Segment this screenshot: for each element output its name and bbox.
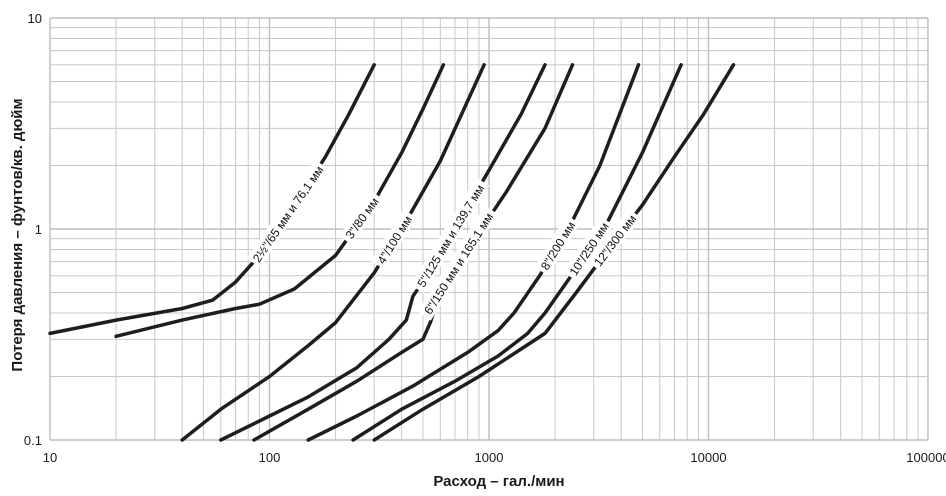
x-tick-label: 10000 [690, 450, 726, 465]
series-curve [372, 63, 736, 442]
x-tick-label: 100000 [906, 450, 946, 465]
series-label-background [370, 209, 417, 270]
series-curve [180, 63, 486, 442]
series-curve [351, 63, 683, 442]
y-tick-label: 0.1 [24, 433, 42, 448]
series-label-group: 2½"/65 мм и 76,1 мм [246, 159, 329, 268]
series-label-background [410, 177, 490, 294]
series-label-background [246, 159, 329, 268]
series-label-background [534, 215, 581, 276]
x-tick-label: 10 [43, 450, 57, 465]
y-tick-label: 10 [28, 11, 42, 26]
series-label-background [338, 190, 384, 245]
series-curve [306, 63, 641, 442]
tick-labels: 10 100 1000 10000 100000 0.1 1 10 [24, 11, 946, 465]
series-label-group: 4"/100 мм [370, 209, 417, 270]
x-tick-label: 1000 [475, 450, 504, 465]
y-tick-label: 1 [35, 222, 42, 237]
y-axis-label: Потеря давления – фунтов/кв. дюйм [9, 98, 26, 371]
series-label-background [587, 208, 642, 272]
series-curve [252, 63, 575, 442]
series-curves [48, 63, 736, 442]
series-label: 3"/80 мм [343, 195, 382, 242]
series-label: 4"/100 мм [375, 213, 416, 266]
x-tick-label: 100 [259, 450, 281, 465]
series-curve [114, 63, 446, 339]
series-label-background [563, 216, 614, 281]
series-label-background [417, 205, 499, 321]
x-axis-label: Расход – гал./мин [433, 473, 564, 490]
series-curve [219, 63, 547, 442]
series-label-group: 3"/80 мм [338, 190, 384, 245]
series-curve [48, 63, 376, 336]
series-labels: 2½"/65 мм и 76,1 мм 3"/80 мм4"/100 мм 5"/1… [246, 159, 642, 321]
